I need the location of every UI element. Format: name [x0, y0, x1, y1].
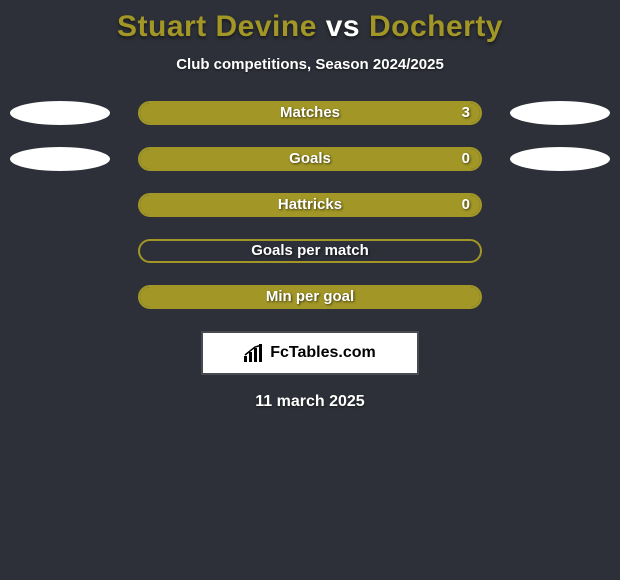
brand-text: FcTables.com — [270, 344, 376, 362]
stat-bar — [138, 239, 482, 263]
stat-bar-fill — [140, 195, 480, 215]
page-title: Stuart Devine vs Docherty — [0, 0, 620, 44]
stat-row: Hattricks0 — [0, 193, 620, 217]
stat-row: Min per goal — [0, 285, 620, 309]
brand-box: FcTables.com — [201, 331, 419, 375]
right-marker — [510, 101, 610, 125]
brand-chart-icon — [244, 344, 266, 362]
stat-bar-fill — [140, 287, 480, 307]
subtitle: Club competitions, Season 2024/2025 — [0, 56, 620, 73]
date-text: 11 march 2025 — [0, 393, 620, 411]
stat-row: Matches3 — [0, 101, 620, 125]
title-player2: Docherty — [369, 10, 503, 43]
stat-row: Goals per match — [0, 239, 620, 263]
stat-row: Goals0 — [0, 147, 620, 171]
stat-bar — [138, 285, 482, 309]
stat-bar — [138, 147, 482, 171]
left-marker — [10, 147, 110, 171]
comparison-chart: Matches3 Goals0 Hattricks0 Goals per match M… — [0, 101, 620, 309]
stat-bar — [138, 193, 482, 217]
stat-bar-fill — [140, 149, 480, 169]
title-vs: vs — [326, 10, 360, 43]
left-marker — [10, 101, 110, 125]
stat-bar — [138, 101, 482, 125]
right-marker — [510, 147, 610, 171]
stat-bar-fill — [140, 103, 480, 123]
title-player1: Stuart Devine — [117, 10, 317, 43]
